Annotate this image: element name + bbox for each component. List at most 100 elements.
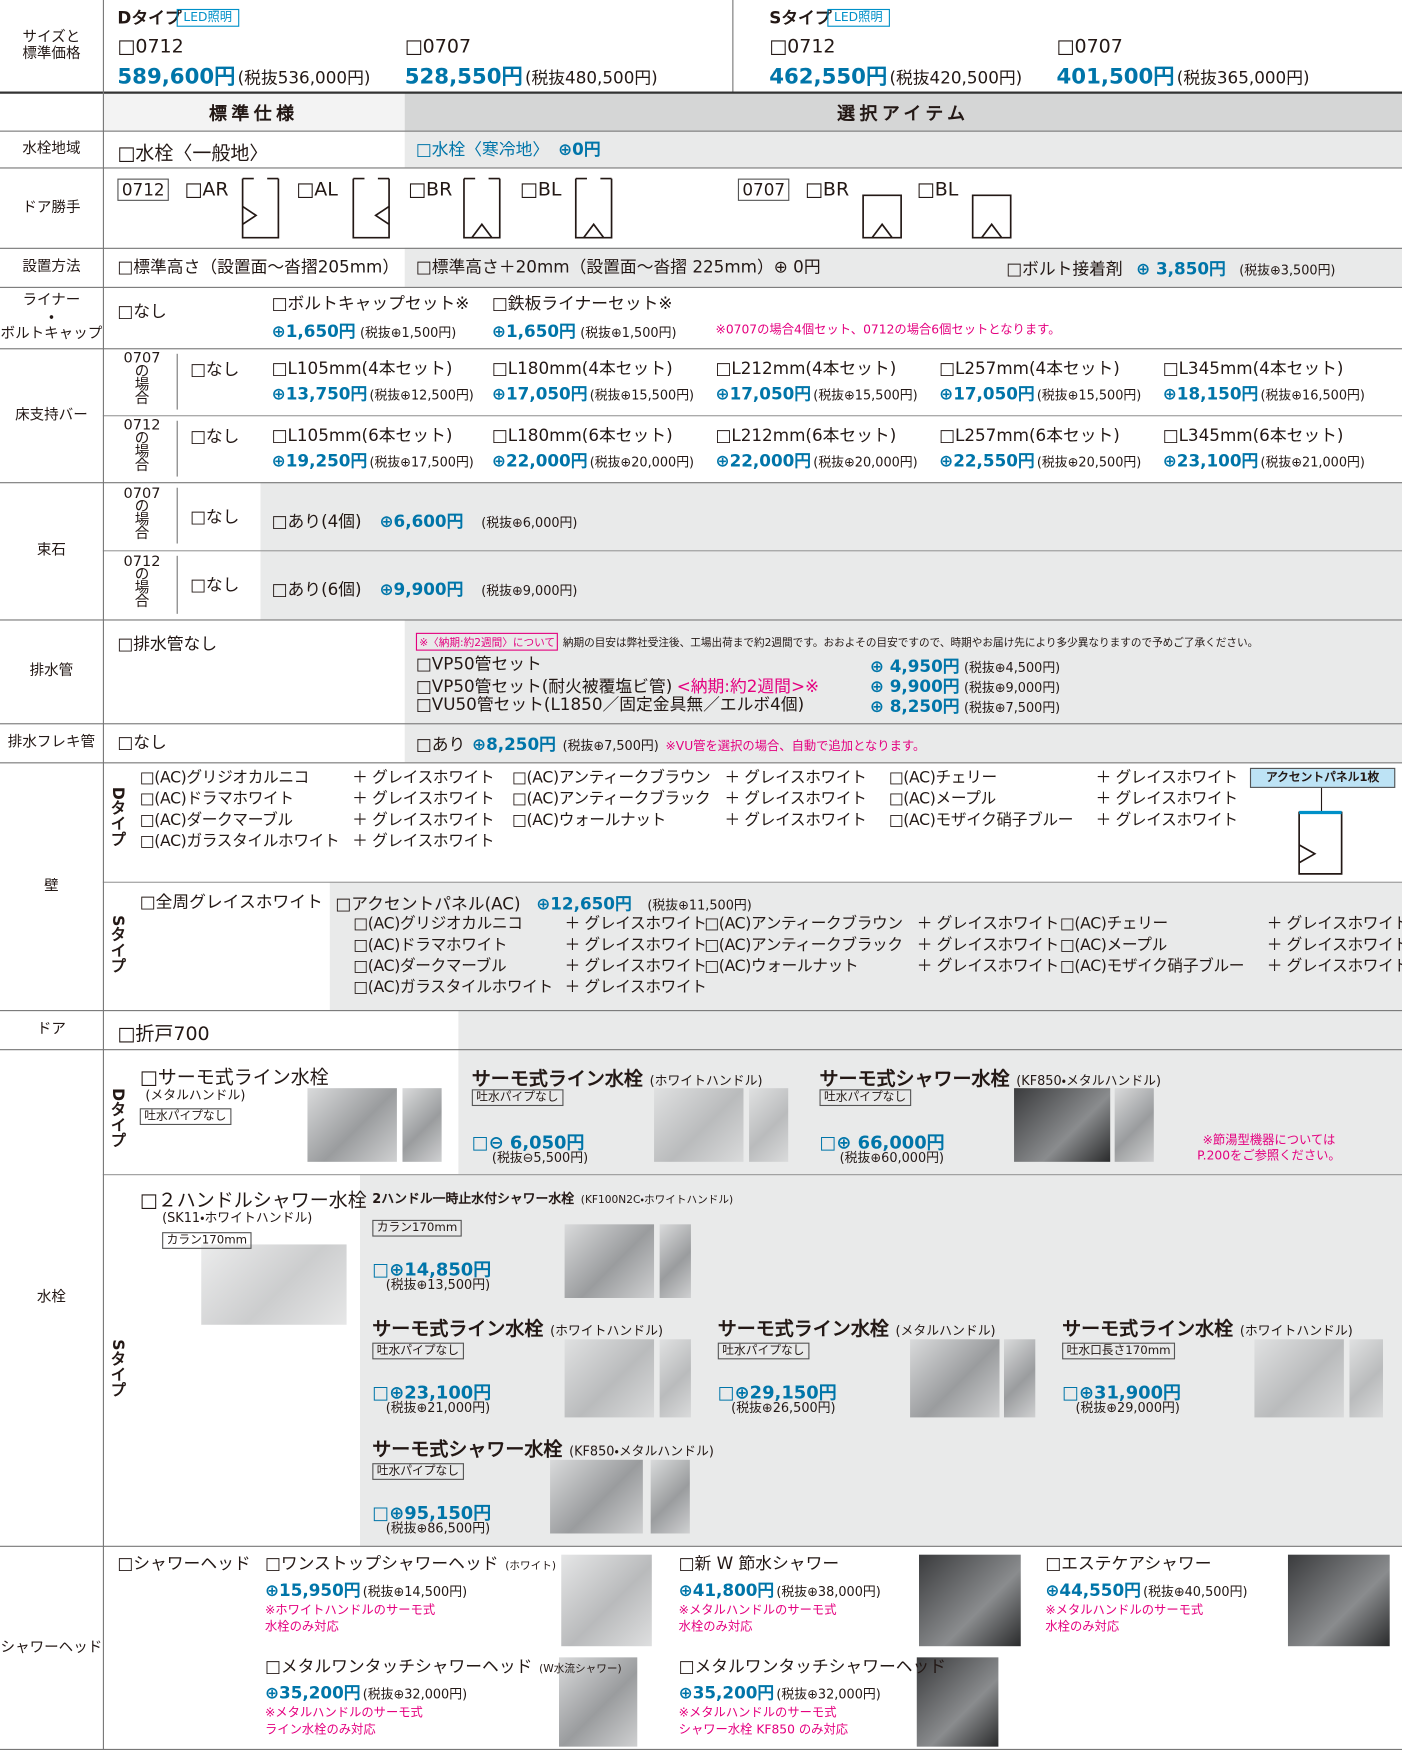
option: □サーモ式ライン水栓 <box>139 1066 329 1090</box>
tax-price: (税抜⊕21,000円) <box>385 1399 491 1416</box>
product-photo <box>910 1339 1000 1418</box>
tax-price: (税抜⊕1,500円) <box>360 324 457 341</box>
sub-row-line <box>102 415 1402 417</box>
option-sub: (KF100N2C・ホワイトハンドル) <box>580 1194 734 1207</box>
sub-row-line <box>102 881 1402 883</box>
text-row: ⊕18,150円 (税抜⊕16,500円) <box>1163 382 1365 405</box>
price: ⊕17,050円 <box>715 383 812 405</box>
option: □水栓〈寒冷地〉 <box>415 139 550 160</box>
option-plus: ＋ グレイスホワイト <box>564 957 707 976</box>
option: サーモ式ライン水栓 <box>372 1318 544 1341</box>
option-plus: ＋ グレイスホワイト <box>916 936 1059 955</box>
price: ⊕1,650円 <box>491 321 576 342</box>
price: ⊕22,000円 <box>715 450 812 471</box>
type-label: Dタイプ <box>117 7 182 28</box>
product-photo <box>564 1339 655 1418</box>
tax-price: (税抜⊕20,500円) <box>1036 454 1142 470</box>
tax-price: (税抜⊕17,500円) <box>369 454 474 470</box>
product-photo <box>561 1554 652 1647</box>
price: ⊕0円 <box>558 139 601 160</box>
option: □L257mm(4本セット) <box>939 358 1120 379</box>
sub-row-line <box>102 1174 1402 1176</box>
row-label: 設置方法 <box>22 258 81 276</box>
row-line <box>0 619 1402 621</box>
size-label: 0707 の 場 合 <box>123 485 161 543</box>
price: ⊕13,750円 <box>271 383 368 405</box>
product-photo <box>916 1657 999 1747</box>
option-sub: (ホワイトハンドル) <box>550 1322 663 1339</box>
product-photo <box>1114 1088 1154 1162</box>
text-row: ⊕17,050円 (税抜⊕15,500円) <box>939 382 1141 405</box>
product-photo <box>201 1244 347 1325</box>
tax-price: (税抜⊕20,000円) <box>589 454 695 470</box>
option: □VP50管セット(耐火被覆塩ビ管) <box>415 676 673 697</box>
row-line <box>0 723 1402 725</box>
opt-header-bg <box>404 91 1402 131</box>
panel-label: アクセントパネル1枚 <box>1249 767 1396 788</box>
panel-icon <box>1298 811 1343 875</box>
option: □VU50管セット(L1850／固定金具無／エルボ4個) <box>415 694 805 715</box>
option-plus: ＋ グレイスホワイト <box>564 936 707 955</box>
option-plus: ＋ グレイスホワイト <box>916 915 1059 934</box>
option: □２ハンドルシャワー水栓 <box>139 1189 367 1213</box>
led-badge: LED照明 <box>827 8 890 27</box>
tax-price: (税抜⊕16,500円) <box>1260 387 1365 403</box>
door-icon <box>463 177 501 239</box>
product-photo <box>1014 1088 1111 1162</box>
option-sub: (KF850・メタルハンドル) <box>569 1443 714 1459</box>
led-badge: LED照明 <box>176 8 239 27</box>
price: ⊕17,050円 <box>939 383 1035 405</box>
sub-divider <box>176 555 178 614</box>
price: 401,500円 <box>1056 64 1175 90</box>
text-row: 2ハンドル一時止水付シャワー水栓 (KF100N2C・ホワイトハンドル) <box>372 1190 733 1208</box>
price: ⊕6,600円 <box>379 511 464 532</box>
row-label: ドア <box>36 1021 66 1038</box>
option: □メタルワンタッチシャワーヘッド <box>678 1656 947 1677</box>
sub-divider <box>176 353 178 410</box>
option: □ボルト接着剤 <box>1006 258 1123 280</box>
text-row: ⊕17,050円 (税抜⊕15,500円) <box>492 382 694 405</box>
note: ※0707の場合4個セット、0712の場合6個セットとなります。 <box>715 322 1061 338</box>
note: ※メタルハンドルのサーモ式 水栓のみ対応 <box>678 1602 837 1634</box>
price: ⊕22,550円 <box>939 450 1035 471</box>
row-label: 排水フレキ管 <box>7 734 96 752</box>
text-row: ⊕23,100円 (税抜⊕21,000円) <box>1163 449 1365 472</box>
row-label: シャワーヘッド <box>0 1639 103 1657</box>
price: □⊖ 6,050円 <box>471 1131 585 1153</box>
option: □あり(4個) <box>271 511 362 532</box>
text-row: □アクセントパネル(AC) ⊕12,650円 (税抜⊕11,500円) <box>335 892 751 915</box>
product-photo <box>654 1088 744 1162</box>
option: □(AC)アンティークブラック <box>512 790 711 809</box>
sub-row-line <box>102 550 1402 552</box>
tax-price: (税抜⊕9,000円) <box>964 679 1061 696</box>
text-row: ⊕41,800円 (税抜⊕38,000円) <box>679 1578 881 1601</box>
option: □なし <box>190 359 240 380</box>
price: 528,550円 <box>404 64 523 90</box>
header-divider <box>732 0 734 92</box>
price: ⊕ 3,850円 <box>1136 258 1226 280</box>
text-row: サーモ式ライン水栓 (メタルハンドル) <box>718 1312 996 1340</box>
option: □ボルトキャップセット※ <box>271 293 470 314</box>
option-plus: ＋ グレイスホワイト <box>352 811 495 830</box>
row-line <box>0 1049 1402 1051</box>
option-plus: ＋ グレイスホワイト <box>724 790 867 809</box>
text-row: □ボルト接着剤 ⊕ 3,850円 (税抜⊕3,500円) <box>1006 257 1335 280</box>
tax-price: (税抜⊕15,500円) <box>589 387 695 403</box>
option-plus: ＋ グレイスホワイト <box>564 978 707 997</box>
price: □⊕29,150円 <box>717 1381 837 1403</box>
text-row: ⊕13,750円 (税抜⊕12,500円) <box>272 382 474 405</box>
type-label: Dタイプ <box>108 786 127 847</box>
option: □(AC)チェリー <box>888 768 997 787</box>
text-row: ⊕ 9,900円 (税抜⊕9,000円) <box>870 674 1060 697</box>
product-photo <box>659 1339 691 1418</box>
option-bg <box>404 130 1402 168</box>
text-row: □メタルワンタッチシャワーヘッド (W水流シャワー) <box>265 1656 622 1676</box>
option: □あり(6個) <box>271 579 362 600</box>
option-plus: ＋ グレイスホワイト <box>1095 811 1238 830</box>
size-code: □0712 <box>117 35 184 59</box>
tax-price: (税抜⊕60,000円) <box>839 1149 945 1166</box>
option: □なし <box>190 574 240 595</box>
text-row: ⊕35,200円 (税抜⊕32,000円) <box>265 1681 467 1704</box>
option-plus: ＋ グレイスホワイト <box>1266 936 1402 955</box>
option-bg <box>404 247 1402 287</box>
